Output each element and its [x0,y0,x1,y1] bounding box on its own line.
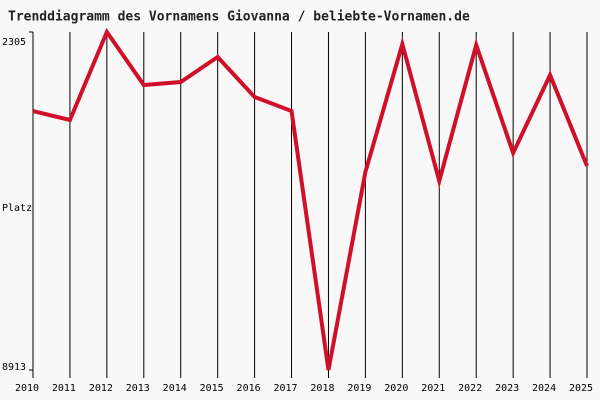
x-tick-label: 2018 [310,383,334,394]
x-tick-label: 2019 [347,383,371,394]
x-tick-label: 2015 [200,383,224,394]
chart-title: Trenddiagramm des Vornamens Giovanna / b… [8,10,470,25]
x-tick-label: 2017 [273,383,297,394]
x-tick-label: 2011 [52,383,76,394]
x-tick-label: 2021 [421,383,445,394]
x-tick-label: 2023 [495,383,519,394]
x-tick-label: 2010 [15,383,39,394]
x-tick-label: 2013 [126,383,150,394]
series-line [32,27,589,371]
x-tick-label: 2022 [458,383,482,394]
x-tick-label: 2025 [569,383,593,394]
x-tick-label: 2012 [89,383,113,394]
x-tick-label: 2024 [532,383,556,394]
x-tick-label: 2020 [384,383,408,394]
y-tick-label: 8913 [2,362,26,373]
y-axis-label: Platz [2,203,32,214]
y-tick-label: 2305 [2,37,26,48]
x-tick-label: 2014 [163,383,187,394]
x-tick-label: 2016 [237,383,261,394]
